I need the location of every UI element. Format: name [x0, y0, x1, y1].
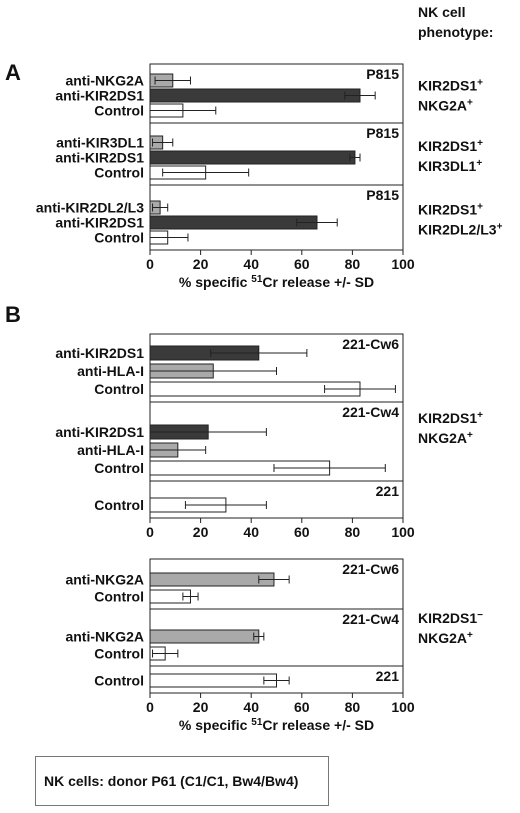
- bar-label: anti-KIR2DS1: [55, 88, 144, 104]
- bar-label: Control: [94, 165, 144, 181]
- bar-open: [149, 103, 217, 118]
- phenotype-line-1: KIR2DS1−: [418, 610, 483, 627]
- phenotype-line-2: NKG2A+: [418, 97, 473, 114]
- x-tick-label: 0: [146, 256, 154, 272]
- x-tick-label: 0: [146, 699, 154, 715]
- bar-open: [149, 673, 290, 688]
- bar-label: Control: [94, 646, 144, 662]
- bar-label: anti-KIR2DS1: [55, 150, 144, 166]
- bar-label: anti-NKG2A: [65, 629, 144, 645]
- bar-label: anti-HLA-I: [77, 363, 144, 379]
- bar-label: Control: [94, 230, 144, 246]
- x-tick-label: 20: [193, 256, 209, 272]
- x-tick-label: 100: [391, 699, 415, 715]
- target-label: P815: [366, 125, 399, 141]
- phenotype-line-1: KIR2DS1+: [418, 410, 483, 427]
- bar-label: Control: [94, 497, 144, 513]
- bar-label: anti-HLA-I: [77, 442, 144, 458]
- bar-open: [149, 497, 267, 513]
- bar-label: Control: [94, 381, 144, 397]
- x-tick-label: 40: [243, 699, 259, 715]
- bar-label: anti-KIR2DL2/L3: [36, 200, 144, 216]
- x-tick-label: 60: [294, 524, 310, 540]
- bar-label: Control: [94, 103, 144, 119]
- phenotype-line-2: NKG2A+: [418, 430, 473, 447]
- header-line-1: NK cell: [418, 4, 465, 20]
- bar-label: anti-KIR2DS1: [55, 215, 144, 231]
- bar-gray: [149, 363, 277, 379]
- panel-letter: A: [5, 60, 21, 85]
- plot-frame: [149, 558, 404, 694]
- bar-dark: [149, 88, 376, 103]
- bar-label: anti-KIR2DS1: [55, 345, 144, 361]
- x-tick-label: 80: [345, 699, 361, 715]
- bar-open: [149, 646, 179, 661]
- bar-rect: [149, 215, 318, 230]
- panel-letter: B: [5, 302, 21, 327]
- target-label: P815: [366, 187, 399, 203]
- header-line-2: phenotype:: [418, 24, 493, 40]
- bar-dark: [149, 150, 361, 165]
- bar-rect: [149, 150, 356, 165]
- bar-gray: [149, 200, 169, 215]
- x-tick-label: 100: [391, 524, 415, 540]
- bar-dark: [149, 424, 267, 440]
- bar-open: [149, 165, 250, 180]
- phenotype-line-2: KIR3DL1+: [418, 158, 482, 175]
- donor-info-box: NK cells: donor P61 (C1/C1, Bw4/Bw4): [35, 756, 329, 806]
- bar-dark: [149, 345, 308, 361]
- bar-gray: [149, 73, 191, 88]
- bar-rect: [149, 88, 361, 103]
- target-label: 221-Cw4: [342, 404, 399, 420]
- bar-gray: [149, 442, 207, 458]
- bar-label: anti-NKG2A: [65, 73, 144, 89]
- x-tick-label: 0: [146, 524, 154, 540]
- x-tick-label: 40: [243, 256, 259, 272]
- x-tick-label: 60: [294, 256, 310, 272]
- bar-label: anti-NKG2A: [65, 572, 144, 588]
- target-label: 221: [376, 668, 400, 684]
- bar-open: [149, 381, 396, 397]
- phenotype-line-2: NKG2A+: [418, 630, 473, 647]
- target-label: P815: [366, 66, 399, 82]
- bar-rect: [149, 572, 275, 587]
- bar-label: anti-KIR2DS1: [55, 424, 144, 440]
- x-tick-label: 40: [243, 524, 259, 540]
- bar-gray: [149, 629, 265, 644]
- bar-label: Control: [94, 460, 144, 476]
- x-axis-label: % specific 51Cr release +/- SD: [179, 274, 374, 291]
- x-tick-label: 80: [345, 256, 361, 272]
- bar-gray: [149, 572, 290, 587]
- phenotype-line-1: KIR2DS1+: [418, 201, 483, 218]
- target-label: 221-Cw6: [342, 336, 399, 352]
- bar-open: [149, 460, 386, 476]
- bar-open: [149, 589, 199, 604]
- bar-label: anti-KIR3DL1: [56, 135, 144, 151]
- target-label: 221: [376, 483, 400, 499]
- phenotype-line-2: KIR2DL2/L3+: [418, 221, 503, 238]
- bar-label: Control: [94, 589, 144, 605]
- bar-label: Control: [94, 673, 144, 689]
- target-label: 221-Cw6: [342, 561, 399, 577]
- x-tick-label: 100: [391, 256, 415, 272]
- bar-rect: [149, 629, 260, 644]
- target-label: 221-Cw4: [342, 611, 399, 627]
- x-axis-label: % specific 51Cr release +/- SD: [179, 717, 374, 734]
- bar-gray: [149, 135, 174, 150]
- x-tick-label: 80: [345, 524, 361, 540]
- x-tick-label: 20: [193, 524, 209, 540]
- phenotype-line-1: KIR2DS1+: [418, 138, 483, 155]
- bar-rect: [149, 673, 277, 688]
- donor-info-text: NK cells: donor P61 (C1/C1, Bw4/Bw4): [44, 773, 299, 789]
- x-tick-label: 20: [193, 699, 209, 715]
- phenotype-line-1: KIR2DS1+: [418, 77, 483, 94]
- x-tick-label: 60: [294, 699, 310, 715]
- bar-open: [149, 230, 189, 245]
- bar-dark: [149, 215, 338, 230]
